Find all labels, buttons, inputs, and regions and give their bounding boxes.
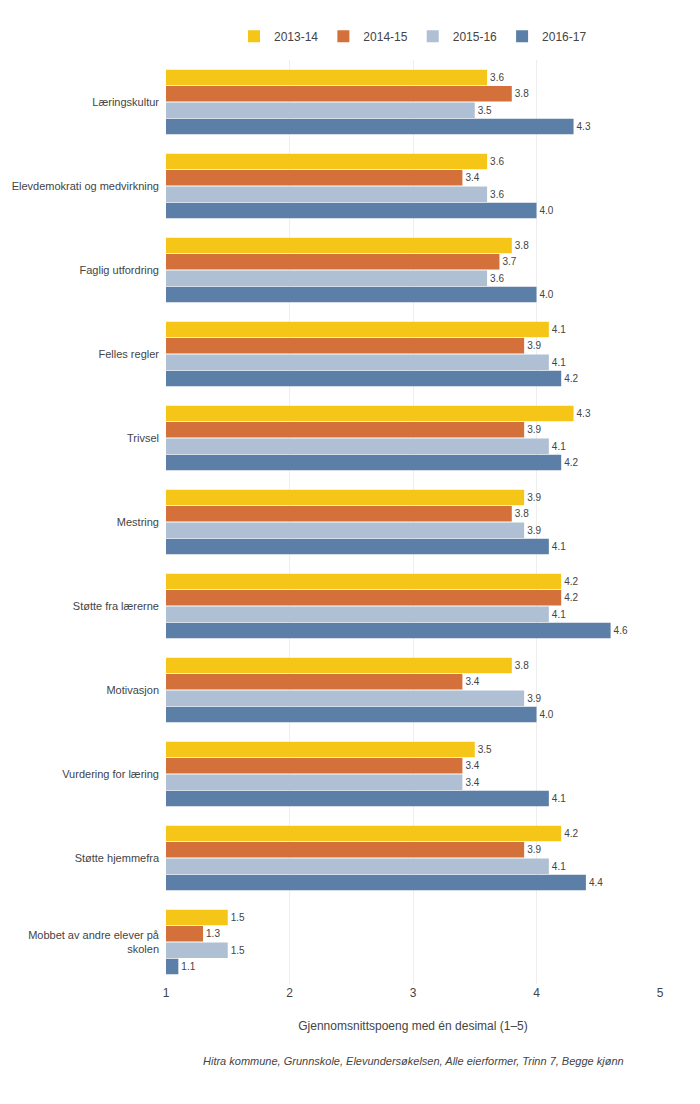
svg-text:4.2: 4.2 [564,828,578,839]
svg-text:Trivsel: Trivsel [127,432,159,444]
svg-text:3.6: 3.6 [490,273,504,284]
svg-text:3.4: 3.4 [465,777,479,788]
svg-text:3.5: 3.5 [478,744,492,755]
svg-text:5: 5 [657,986,664,1000]
svg-text:3.8: 3.8 [515,508,529,519]
svg-text:4.2: 4.2 [564,373,578,384]
svg-text:4: 4 [533,986,540,1000]
svg-text:Felles regler: Felles regler [98,348,159,360]
svg-text:Læringskultur: Læringskultur [92,96,159,108]
svg-text:4.2: 4.2 [564,457,578,468]
svg-text:4.2: 4.2 [564,592,578,603]
svg-text:4.1: 4.1 [552,793,566,804]
svg-text:4.6: 4.6 [614,625,628,636]
svg-text:4.2: 4.2 [564,576,578,587]
svg-text:3.8: 3.8 [515,240,529,251]
svg-text:3.6: 3.6 [490,156,504,167]
svg-text:4.1: 4.1 [552,609,566,620]
svg-text:1.1: 1.1 [181,961,195,972]
svg-text:2016-17: 2016-17 [542,30,586,44]
svg-text:4.1: 4.1 [552,324,566,335]
svg-text:4.0: 4.0 [540,709,554,720]
svg-text:1: 1 [163,986,170,1000]
svg-text:2: 2 [286,986,293,1000]
svg-text:3.4: 3.4 [465,760,479,771]
svg-text:Hitra kommune, Grunnskole, Ele: Hitra kommune, Grunnskole, Elevundersøke… [203,1055,624,1067]
svg-text:Vurdering for læring: Vurdering for læring [62,768,159,780]
svg-text:Støtte fra lærerne: Støtte fra lærerne [73,600,159,612]
svg-text:4.3: 4.3 [577,121,591,132]
svg-text:Faglig utfordring: Faglig utfordring [80,264,160,276]
svg-text:Elevdemokrati og medvirkning: Elevdemokrati og medvirkning [12,180,159,192]
svg-text:3.9: 3.9 [527,492,541,503]
svg-text:3.8: 3.8 [515,660,529,671]
svg-text:1.5: 1.5 [231,912,245,923]
svg-text:4.0: 4.0 [540,289,554,300]
svg-text:1.5: 1.5 [231,945,245,956]
svg-text:Gjennomsnittspoeng med én desi: Gjennomsnittspoeng med én desimal (1–5) [298,1019,527,1033]
svg-text:Mestring: Mestring [117,516,159,528]
svg-text:3.6: 3.6 [490,189,504,200]
svg-text:3.9: 3.9 [527,525,541,536]
svg-text:4.1: 4.1 [552,357,566,368]
svg-text:4.4: 4.4 [589,877,603,888]
svg-text:Motivasjon: Motivasjon [106,684,159,696]
svg-text:3.5: 3.5 [478,105,492,116]
svg-text:Støtte hjemmefra: Støtte hjemmefra [75,852,160,864]
svg-text:3.7: 3.7 [502,256,516,267]
svg-text:3.9: 3.9 [527,340,541,351]
svg-text:2015-16: 2015-16 [453,30,497,44]
svg-text:3: 3 [410,986,417,1000]
svg-text:3.8: 3.8 [515,88,529,99]
svg-text:4.1: 4.1 [552,861,566,872]
svg-text:4.3: 4.3 [577,408,591,419]
svg-text:4.0: 4.0 [540,205,554,216]
svg-text:4.1: 4.1 [552,441,566,452]
svg-text:3.9: 3.9 [527,693,541,704]
svg-text:3.4: 3.4 [465,172,479,183]
svg-text:2013-14: 2013-14 [274,30,318,44]
svg-text:4.1: 4.1 [552,541,566,552]
svg-text:1.3: 1.3 [206,928,220,939]
svg-text:3.4: 3.4 [465,676,479,687]
svg-text:2014-15: 2014-15 [363,30,407,44]
svg-text:Mobbet av andre elever påskole: Mobbet av andre elever påskolen [28,929,160,955]
svg-text:3.9: 3.9 [527,844,541,855]
svg-text:3.9: 3.9 [527,424,541,435]
svg-text:3.6: 3.6 [490,72,504,83]
